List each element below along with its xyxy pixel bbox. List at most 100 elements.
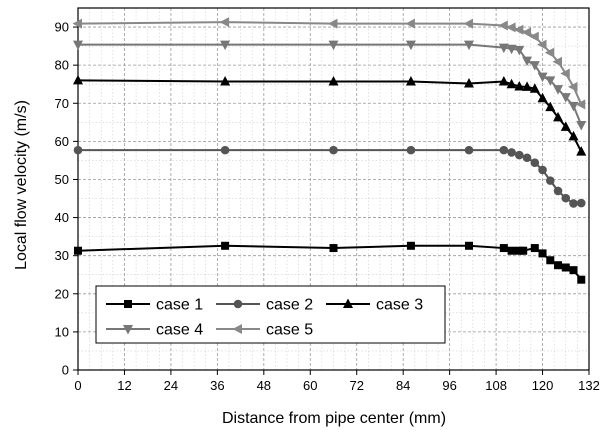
y-axis-title: Local flow velocity (m/s) [13,100,30,270]
x-tick-label: 120 [532,378,554,393]
series-case-4 [73,40,587,131]
x-tick-label: 0 [74,378,81,393]
data-point [507,246,516,255]
x-axis-title: Distance from pipe center (mm) [222,410,446,427]
legend-label: case 5 [266,322,313,339]
x-tick-label: 48 [257,378,271,393]
data-point [576,120,587,131]
data-point [546,256,555,265]
data-point [506,78,517,89]
data-point [545,176,555,185]
y-tick-label: 40 [55,210,69,225]
data-point [576,146,587,156]
data-point [506,44,517,55]
data-point [507,148,516,157]
legend-marker [124,300,132,308]
legend-marker [233,299,243,309]
data-point [220,40,231,51]
y-tick-label: 0 [62,363,69,378]
data-point [575,99,586,110]
y-tick-label: 90 [55,20,69,35]
data-point [568,130,579,141]
x-tick-label: 132 [578,378,600,393]
data-point [554,261,563,270]
x-tick-label: 36 [210,378,224,393]
data-point [73,74,83,85]
x-tick-label: 60 [303,378,317,393]
legend-marker [123,325,133,335]
plot-area-frame [77,7,590,371]
legend-item: case 3 [326,297,423,314]
data-point [560,68,570,79]
data-point [521,27,532,38]
data-point [406,145,416,155]
series-case-3 [73,74,587,156]
data-point [406,241,415,250]
data-point [405,76,416,86]
legend-box [95,285,446,344]
data-point [561,193,571,203]
data-point [552,56,563,67]
y-tick-label: 50 [55,172,69,187]
series-line [77,79,583,153]
data-point [537,39,547,50]
y-tick-label: 30 [55,248,69,263]
data-point [522,153,532,163]
y-tick-label: 80 [55,58,69,73]
y-axis-tick-labels: 0 10 20 30 40 50 60 70 80 90 [55,20,69,378]
series-layer [72,17,587,284]
data-point [537,92,548,103]
legend-item: case 4 [106,322,203,339]
data-point [530,244,539,253]
data-point [544,47,555,58]
data-point [514,80,525,91]
series-line [78,43,583,126]
data-point [569,266,578,275]
data-point [219,17,230,28]
legend-label: case 1 [156,297,203,314]
data-point [464,145,474,155]
data-point [529,83,540,93]
x-tick-label: 108 [485,378,507,393]
data-point [329,244,338,253]
legend: case 1 case 2 case 3 case 4 case 5 [95,285,446,344]
data-point [560,93,571,103]
data-point [545,101,556,112]
series-case-1 [74,241,586,284]
data-point [538,249,547,258]
legend-item: case 5 [216,322,313,339]
data-point [498,76,509,86]
data-point [74,246,82,255]
data-point [560,121,571,131]
data-point [499,244,508,253]
data-point [515,150,524,160]
data-point [553,186,563,196]
data-point [73,145,83,155]
series-case-5 [72,17,586,110]
data-point [577,275,586,284]
data-point [568,81,578,92]
data-point [513,24,524,35]
y-tick-label: 60 [55,134,69,149]
data-point [220,76,231,86]
x-tick-label: 24 [164,378,178,393]
data-point [464,241,473,250]
data-point [328,76,339,86]
legend-item: case 2 [216,297,313,314]
series-case-2 [73,145,586,208]
y-tick-label: 20 [55,286,69,301]
x-tick-label: 84 [396,378,410,393]
legend-item: case 1 [106,297,203,314]
data-point [561,263,570,272]
y-tick-label: 70 [55,96,69,111]
data-point [530,158,540,168]
x-tick-label: 12 [117,378,131,393]
data-point [519,246,528,255]
legend-marker [343,298,353,308]
data-point [328,40,339,51]
data-point [72,18,82,29]
legend-label: case 3 [376,297,423,314]
data-point [529,31,539,42]
